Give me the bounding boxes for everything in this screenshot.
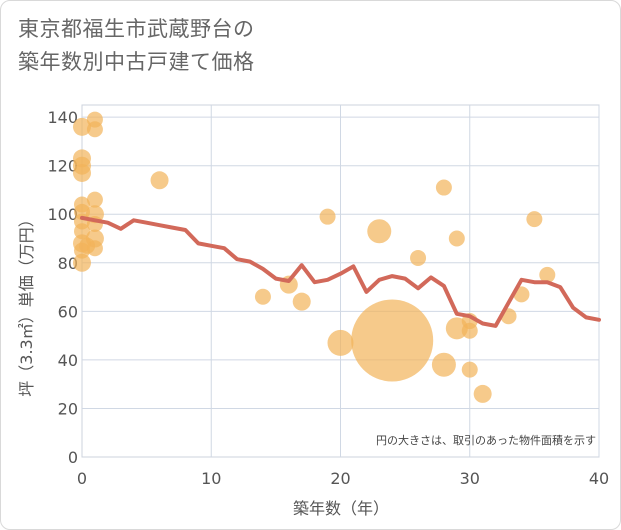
chart-title: 東京都福生市武蔵野台の 築年数別中古戸建て価格 <box>18 13 255 79</box>
scatter-point <box>292 292 311 311</box>
scatter-point <box>539 266 556 283</box>
x-tick-label: 30 <box>460 469 480 488</box>
scatter-point <box>86 240 103 257</box>
x-axis-label: 築年数（年） <box>293 499 389 518</box>
scatter-point <box>86 121 103 138</box>
x-tick-label: 0 <box>77 469 87 488</box>
scatter-point <box>74 223 90 240</box>
x-tick-labels: 0 10 20 30 40 <box>77 469 609 488</box>
y-tick-label: 80 <box>58 254 78 273</box>
scatter-point <box>319 208 336 225</box>
y-tick-label: 140 <box>47 108 78 127</box>
scatter-point <box>448 230 465 247</box>
x-tick-label: 10 <box>201 469 221 488</box>
y-tick-label: 60 <box>58 302 78 321</box>
scatter-point <box>254 288 271 305</box>
scatter-point <box>461 322 478 339</box>
y-axis-label: 坪（3.3㎡）単価（万円） <box>17 211 36 396</box>
scatter-point <box>351 299 434 382</box>
scatter-point <box>526 211 543 228</box>
grid-lines <box>82 105 600 457</box>
scatter-point <box>150 171 169 190</box>
scatter-point <box>435 179 452 196</box>
chart-title-line-2: 築年数別中古戸建て価格 <box>18 50 255 74</box>
y-tick-label: 0 <box>68 448 78 467</box>
y-tick-label: 120 <box>47 157 78 176</box>
chart-title-line-1: 東京都福生市武蔵野台の <box>18 17 255 41</box>
y-tick-label: 40 <box>58 351 78 370</box>
scatter-point <box>431 352 456 377</box>
scatter-point <box>73 163 91 182</box>
y-tick-label: 100 <box>47 205 78 224</box>
scatter-point <box>473 384 492 403</box>
scatter-point <box>73 117 91 136</box>
scatter-point <box>410 249 427 266</box>
scatter-point <box>367 219 392 244</box>
x-tick-label: 20 <box>330 469 350 488</box>
scatter-point <box>461 361 478 378</box>
trend-line <box>80 215 601 328</box>
scatter-point <box>86 191 103 208</box>
x-tick-label: 40 <box>589 469 609 488</box>
scatter-point <box>327 329 354 356</box>
scatter-point <box>73 253 91 272</box>
size-legend-note: 円の大きさは、取引のあった物件面積を示す <box>376 433 596 447</box>
scatter-points <box>73 111 556 403</box>
y-tick-labels: 0 20 40 60 80 100 120 140 <box>47 108 78 467</box>
y-tick-label: 20 <box>58 399 78 418</box>
